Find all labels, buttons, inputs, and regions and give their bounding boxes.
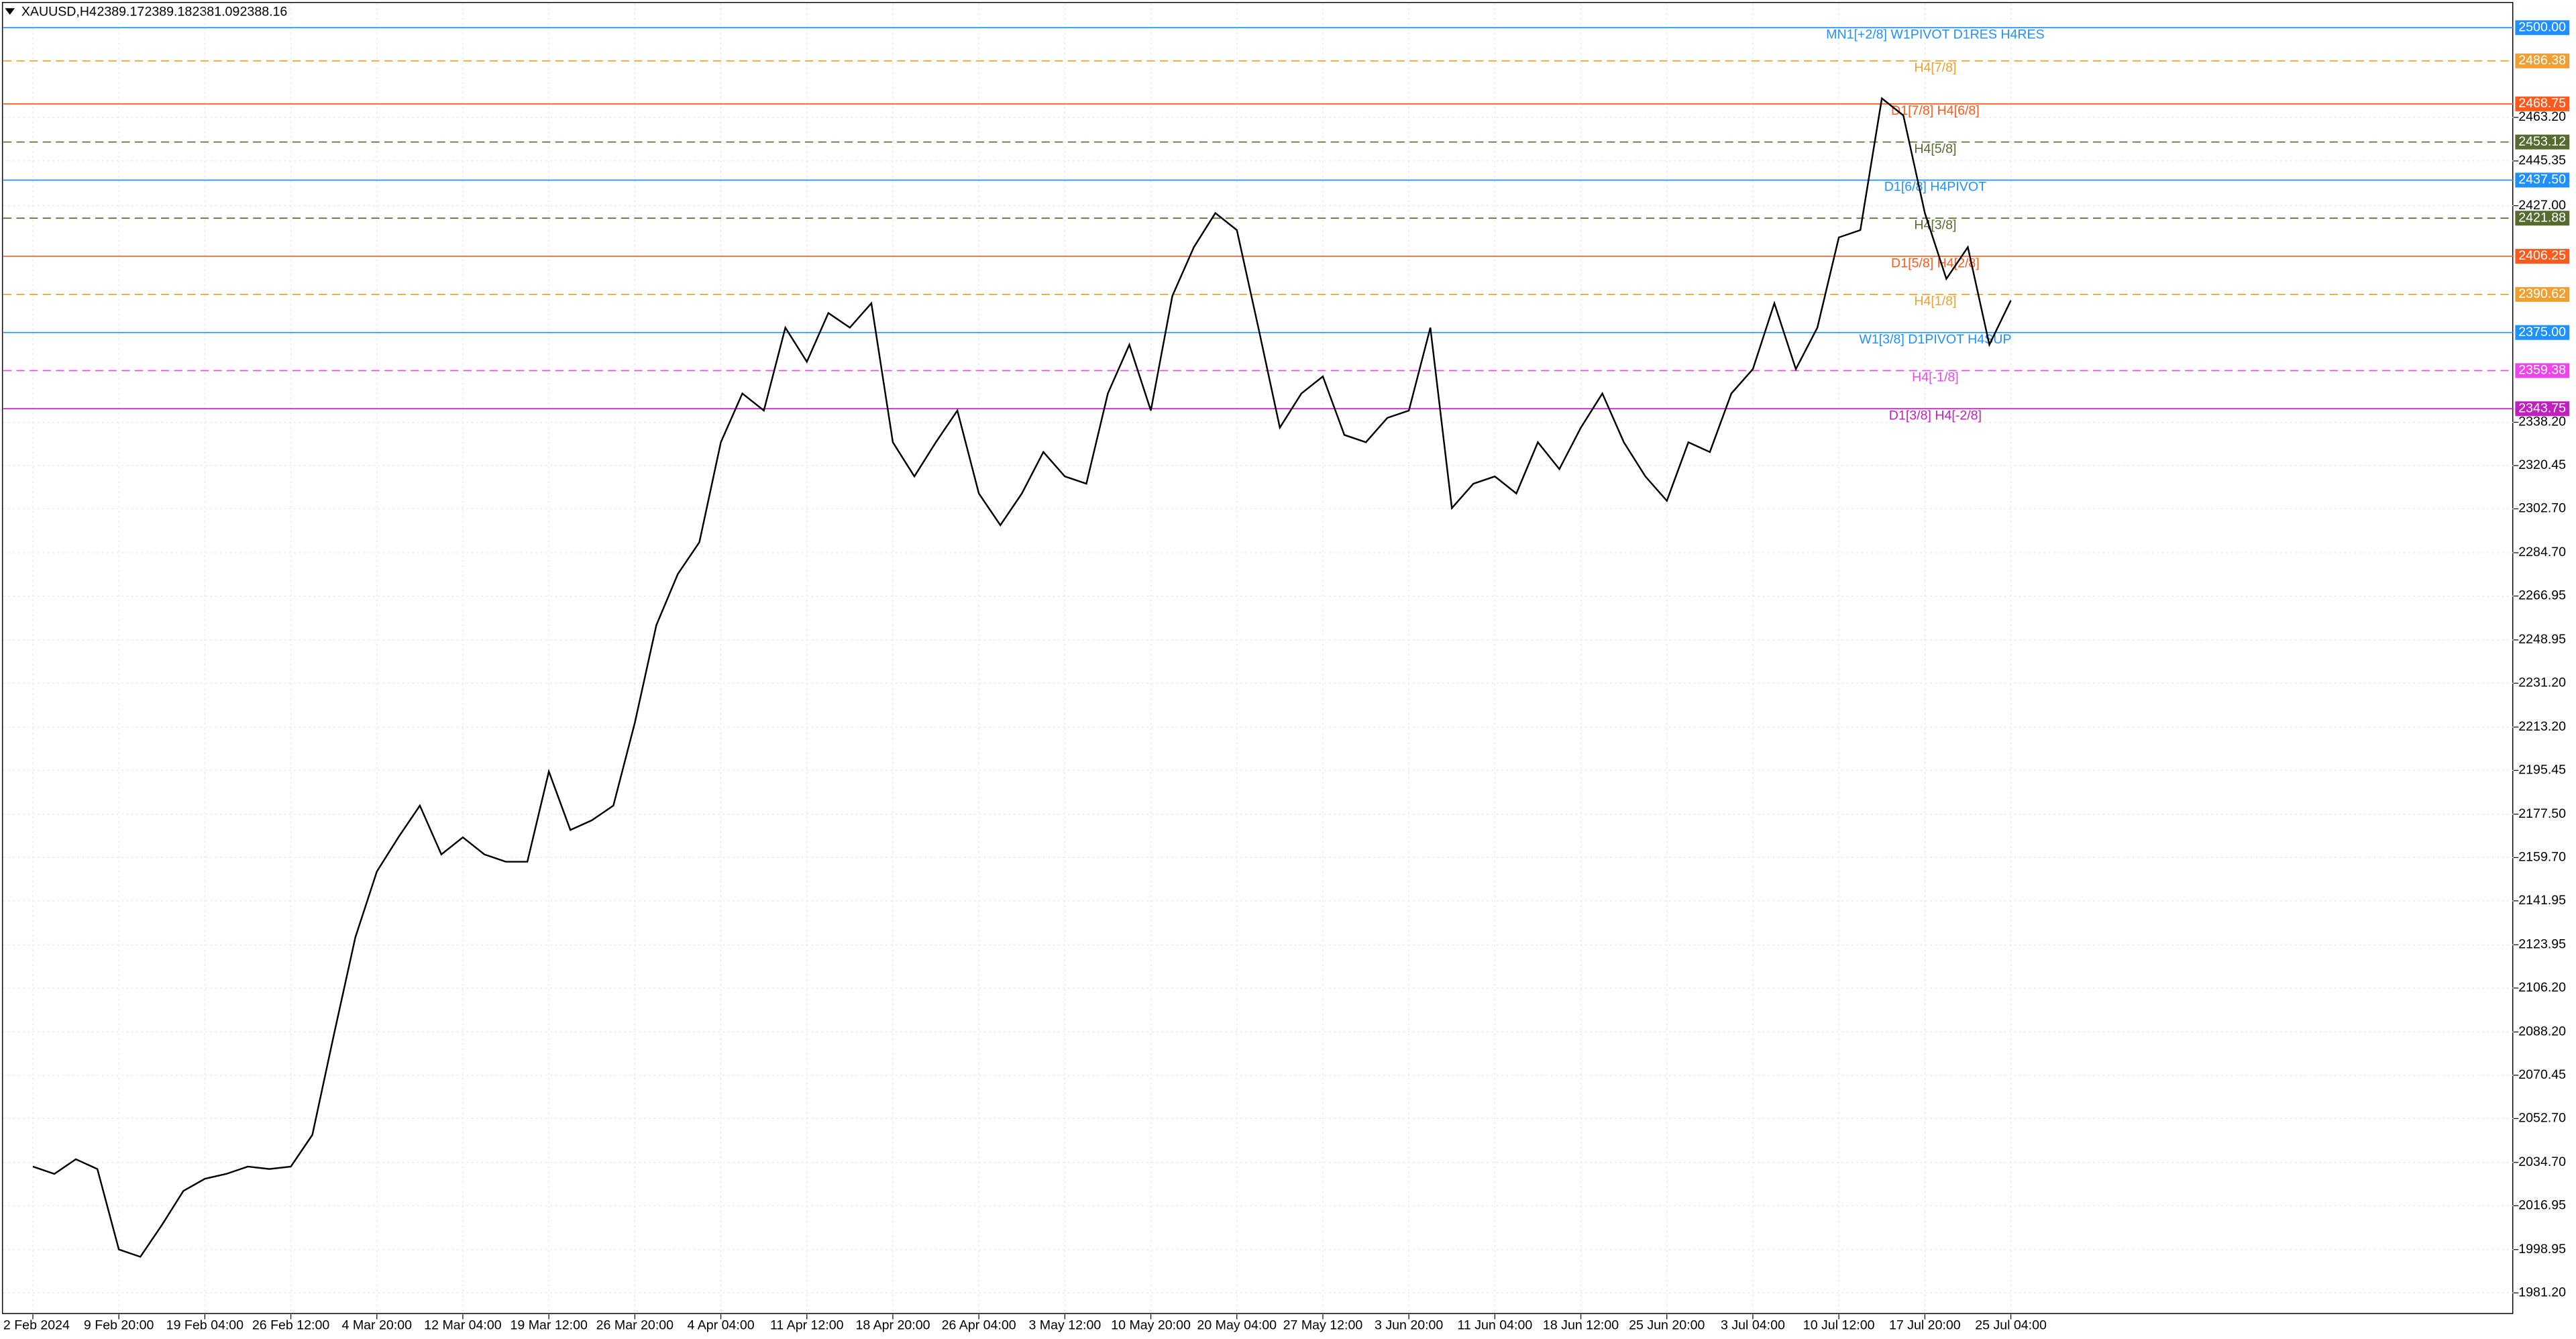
price-tag-label: 2406.25 xyxy=(2518,248,2566,263)
y-tick-label: 2088.20 xyxy=(2518,1024,2566,1038)
price-tag xyxy=(2515,53,2570,68)
y-tick-label: 2248.95 xyxy=(2518,632,2566,647)
price-tag xyxy=(2515,172,2570,188)
price-tag-label: 2500.00 xyxy=(2518,19,2566,34)
x-tick-label: 26 Feb 12:00 xyxy=(252,1318,329,1333)
ohlc-value: 2381.09 xyxy=(193,5,240,19)
y-tick-label: 2320.45 xyxy=(2518,458,2566,472)
y-tick-label: 2231.20 xyxy=(2518,676,2566,690)
y-tick-label: 2302.70 xyxy=(2518,501,2566,516)
price-tag-label: 2486.38 xyxy=(2518,53,2566,68)
x-tick-label: 3 Jul 04:00 xyxy=(1721,1318,1785,1333)
y-tick-label: 2445.35 xyxy=(2518,153,2566,168)
plot-frame xyxy=(1,1,2514,1314)
price-tag-label: 2468.75 xyxy=(2518,96,2566,111)
price-tag xyxy=(2515,401,2570,417)
level-name: H4[1/8] xyxy=(1914,294,1956,309)
y-tick-label: 2284.70 xyxy=(2518,545,2566,559)
price-tag xyxy=(2515,249,2570,264)
x-tick-label: 25 Jul 04:00 xyxy=(1975,1318,2047,1333)
price-tag xyxy=(2515,286,2570,302)
y-tick-label: 2016.95 xyxy=(2518,1197,2566,1212)
y-tick-label: 1981.20 xyxy=(2518,1285,2566,1299)
ohlc-header: 2389.17 2389.18 2381.09 2388.16 xyxy=(97,5,287,19)
x-tick-label: 17 Jul 20:00 xyxy=(1889,1318,1961,1333)
level-name: D1[6/8] H4PIVOT xyxy=(1884,180,1986,195)
level-name: MN1[+2/8] W1PIVOT D1RES H4RES xyxy=(1826,27,2045,42)
y-tick-label: 2213.20 xyxy=(2518,719,2566,734)
x-tick-label: 11 Apr 12:00 xyxy=(770,1318,844,1333)
y-tick-label: 2427.00 xyxy=(2518,198,2566,213)
ohlc-value: 2389.18 xyxy=(145,5,193,19)
y-tick-label: 2266.95 xyxy=(2518,588,2566,603)
level-name: H4[3/8] xyxy=(1914,217,1956,232)
price-tag-label: 2390.62 xyxy=(2518,286,2566,301)
y-tick-label: 2070.45 xyxy=(2518,1067,2566,1082)
level-name: D1[5/8] H4[2/8] xyxy=(1891,256,1980,270)
price-tag-label: 2343.75 xyxy=(2518,400,2566,415)
price-tag-label: 2375.00 xyxy=(2518,325,2566,339)
price-tag xyxy=(2515,20,2570,36)
x-tick-label: 18 Apr 20:00 xyxy=(855,1318,930,1333)
x-tick-label: 26 Apr 04:00 xyxy=(942,1318,1016,1333)
price-tag xyxy=(2515,211,2570,226)
price-tag xyxy=(2515,96,2570,111)
x-tick-label: 11 Jun 04:00 xyxy=(1457,1318,1532,1333)
x-tick-label: 9 Feb 20:00 xyxy=(84,1318,154,1333)
x-tick-label: 25 Jun 20:00 xyxy=(1629,1318,1705,1333)
x-tick-label: 4 Mar 20:00 xyxy=(342,1318,413,1333)
level-name: H4[7/8] xyxy=(1914,60,1956,75)
ohlc-value: 2388.16 xyxy=(240,5,288,19)
y-tick-label: 2463.20 xyxy=(2518,109,2566,124)
x-tick-label: 3 Jun 20:00 xyxy=(1375,1318,1443,1333)
x-tick-label: 10 Jul 12:00 xyxy=(1803,1318,1875,1333)
y-tick-label: 2141.95 xyxy=(2518,893,2566,908)
x-tick-label: 4 Apr 04:00 xyxy=(687,1318,754,1333)
ohlc-value: 2389.17 xyxy=(97,5,144,19)
price-tag-label: 2453.12 xyxy=(2518,134,2566,149)
x-tick-label: 19 Feb 04:00 xyxy=(166,1318,244,1333)
menu-arrow[interactable] xyxy=(5,8,15,15)
level-name: H4[5/8] xyxy=(1914,142,1956,156)
y-tick-label: 2338.20 xyxy=(2518,415,2566,429)
x-tick-label: 18 Jun 12:00 xyxy=(1543,1318,1619,1333)
price-tag-label: 2421.88 xyxy=(2518,210,2566,225)
x-tick-label: 19 Mar 12:00 xyxy=(510,1318,587,1333)
y-tick-label: 2123.95 xyxy=(2518,936,2566,951)
symbol: XAUUSD,H4 xyxy=(21,5,97,19)
level-name: D1[3/8] H4[-2/8] xyxy=(1889,408,1982,423)
y-tick-label: 2177.50 xyxy=(2518,806,2566,821)
level-name: D1[7/8] H4[6/8] xyxy=(1891,103,1980,118)
y-tick-label: 2159.70 xyxy=(2518,850,2566,865)
y-tick-label: 1998.95 xyxy=(2518,1242,2566,1256)
level-name: W1[3/8] D1PIVOT H4SUP xyxy=(1859,332,2011,347)
x-tick-label: 2 Feb 2024 xyxy=(3,1318,70,1333)
price-line xyxy=(32,97,2012,1258)
x-tick-label: 20 May 04:00 xyxy=(1197,1318,1277,1333)
x-tick-label: 10 May 20:00 xyxy=(1111,1318,1191,1333)
x-tick-label: 3 May 12:00 xyxy=(1028,1318,1101,1333)
price-tag-label: 2437.50 xyxy=(2518,172,2566,187)
level-name: H4[-1/8] xyxy=(1912,370,1959,385)
y-tick-label: 2052.70 xyxy=(2518,1111,2566,1126)
price-tag-label: 2359.38 xyxy=(2518,363,2566,378)
x-tick-label: 12 Mar 04:00 xyxy=(424,1318,501,1333)
y-tick-label: 2195.45 xyxy=(2518,763,2566,778)
price-tag xyxy=(2515,325,2570,340)
x-tick-label: 26 Mar 20:00 xyxy=(596,1318,674,1333)
price-tag xyxy=(2515,134,2570,150)
y-tick-label: 2106.20 xyxy=(2518,980,2566,995)
y-tick-label: 2034.70 xyxy=(2518,1155,2566,1169)
x-tick-label: 27 May 12:00 xyxy=(1283,1318,1363,1333)
price-tag xyxy=(2515,363,2570,378)
